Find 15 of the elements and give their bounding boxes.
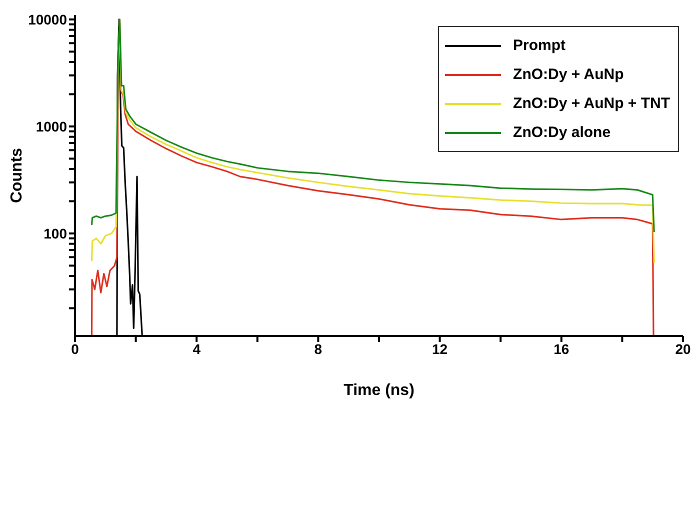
x-tick-label: 12 — [432, 340, 448, 357]
legend-label: ZnO:Dy + AuNp — [513, 66, 624, 83]
x-tick-label: 20 — [675, 340, 691, 357]
x-tick-label: 0 — [71, 340, 80, 357]
x-tick-label: 16 — [554, 340, 570, 357]
x-tick-label: 8 — [314, 340, 322, 357]
y-tick-label: 10000 — [28, 11, 68, 28]
x-axis-title: Time (ns) — [344, 382, 414, 399]
legend-label: ZnO:Dy + AuNp + TNT — [513, 95, 670, 112]
y-tick-label: 1000 — [36, 118, 68, 134]
y-axis-title: Counts — [8, 148, 26, 204]
legend-label: ZnO:Dy alone — [513, 124, 611, 141]
x-tick-label: 4 — [192, 340, 201, 357]
y-tick-label: 100 — [44, 225, 68, 242]
legend-label: Prompt — [513, 37, 566, 54]
